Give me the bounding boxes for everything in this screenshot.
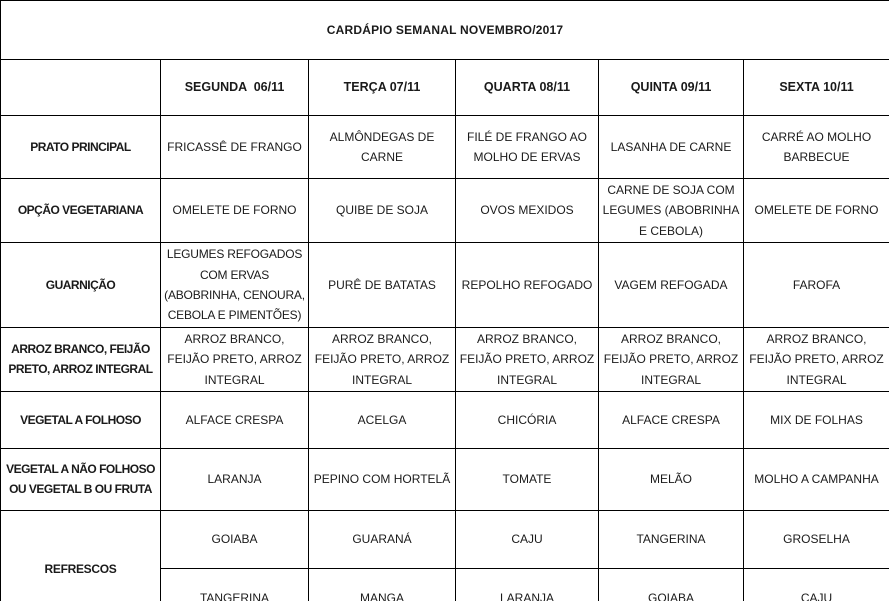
menu-cell: ARROZ BRANCO, FEIJÃO PRETO, ARROZ INTEGR… (160, 326, 309, 392)
day-header-monday: SEGUNDA 06/11 (160, 59, 309, 116)
day-header-friday: SEXTA 10/11 (742, 59, 889, 116)
menu-cell: ARROZ BRANCO, FEIJÃO PRETO, ARROZ INTEGR… (455, 326, 599, 392)
menu-cell: ALFACE CRESPA (598, 390, 744, 449)
menu-cell: TOMATE (455, 447, 599, 511)
menu-cell: GROSELHA (742, 509, 889, 569)
table-row-vegetal-folhoso: VEGETAL A FOLHOSO ALFACE CRESPA ACELGA C… (0, 390, 889, 449)
menu-cell: ALFACE CRESPA (160, 390, 309, 449)
table-row-opcao-vegetariana: OPÇÃO VEGETARIANA OMELETE DE FORNO QUIBE… (0, 177, 889, 244)
row-label-vegetal-folhoso: VEGETAL A FOLHOSO (0, 390, 161, 449)
menu-cell: CARNE DE SOJA COM LEGUMES (ABOBRINHA E C… (598, 177, 744, 244)
menu-cell: TANGERINA (598, 509, 744, 569)
menu-cell: MIX DE FOLHAS (742, 390, 889, 449)
menu-cell: GUARANÁ (308, 509, 456, 569)
menu-cell: ARROZ BRANCO, FEIJÃO PRETO, ARROZ INTEGR… (308, 326, 456, 392)
menu-cell: TANGERINA (160, 567, 309, 601)
menu-cell: QUIBE DE SOJA (308, 177, 456, 244)
day-header-wednesday: QUARTA 08/11 (455, 59, 599, 116)
table-row-prato-principal: PRATO PRINCIPAL FRICASSÊ DE FRANGO ALMÔN… (0, 115, 889, 179)
menu-cell: LARANJA (160, 447, 309, 511)
menu-cell: MANGA (308, 567, 456, 601)
row-label-opcao-vegetariana: OPÇÃO VEGETARIANA (0, 177, 161, 244)
menu-cell: CAJU (455, 509, 599, 569)
title-row: CARDÁPIO SEMANAL NOVEMBRO/2017 (0, 0, 889, 60)
menu-cell: ARROZ BRANCO, FEIJÃO PRETO, ARROZ INTEGR… (742, 326, 889, 392)
menu-cell: CARRÉ AO MOLHO BARBECUE (742, 115, 889, 179)
menu-cell: MELÃO (598, 447, 744, 511)
menu-cell: CHICÓRIA (455, 390, 599, 449)
row-label-vegetal-nao-folhoso: VEGETAL A NÃO FOLHOSO OU VEGETAL B OU FR… (0, 447, 161, 511)
menu-cell: OMELETE DE FORNO (742, 177, 889, 244)
menu-cell: LASANHA DE CARNE (598, 115, 744, 179)
table-row-arroz-feijao: ARROZ BRANCO, FEIJÃO PRETO, ARROZ INTEGR… (0, 326, 889, 392)
page-title: CARDÁPIO SEMANAL NOVEMBRO/2017 (0, 0, 889, 60)
row-label-prato-principal: PRATO PRINCIPAL (0, 115, 161, 179)
menu-cell: GOIABA (598, 567, 744, 601)
menu-cell: REPOLHO REFOGADO (455, 242, 599, 328)
table-row-refrescos-1: REFRESCOS GOIABA GUARANÁ CAJU TANGERINA … (0, 509, 889, 601)
menu-cell: OMELETE DE FORNO (160, 177, 309, 244)
table-row-guarnicao: GUARNIÇÃO LEGUMES REFOGADOS COM ERVAS (A… (0, 242, 889, 328)
day-header-row: SEGUNDA 06/11 TERÇA 07/11 QUARTA 08/11 Q… (0, 59, 889, 116)
row-label-arroz-feijao: ARROZ BRANCO, FEIJÃO PRETO, ARROZ INTEGR… (0, 326, 161, 392)
day-header-tuesday: TERÇA 07/11 (308, 59, 456, 116)
menu-cell: ACELGA (308, 390, 456, 449)
menu-cell: ALMÔNDEGAS DE CARNE (308, 115, 456, 179)
menu-cell: FILÉ DE FRANGO AO MOLHO DE ERVAS (455, 115, 599, 179)
menu-cell: FAROFA (742, 242, 889, 328)
menu-cell: GOIABA (160, 509, 309, 569)
row-label-guarnicao: GUARNIÇÃO (0, 242, 161, 328)
day-header-thursday: QUINTA 09/11 (598, 59, 744, 116)
menu-cell: ARROZ BRANCO, FEIJÃO PRETO, ARROZ INTEGR… (598, 326, 744, 392)
menu-cell: PEPINO COM HORTELÃ (308, 447, 456, 511)
menu-cell: CAJU (742, 567, 889, 601)
menu-cell: VAGEM REFOGADA (598, 242, 744, 328)
table-row-refrescos-2: TANGERINA MANGA LARANJA GOIABA CAJU (1, 567, 889, 601)
menu-cell: MOLHO A CAMPANHA (742, 447, 889, 511)
menu-cell: OVOS MEXIDOS (455, 177, 599, 244)
menu-cell: LEGUMES REFOGADOS COM ERVAS (ABOBRINHA, … (160, 242, 309, 328)
corner-cell (0, 59, 161, 116)
menu-cell: PURÊ DE BATATAS (308, 242, 456, 328)
menu-cell: FRICASSÊ DE FRANGO (160, 115, 309, 179)
row-label-refrescos: REFRESCOS (0, 509, 161, 601)
menu-cell: LARANJA (455, 567, 599, 601)
table-row-vegetal-nao-folhoso: VEGETAL A NÃO FOLHOSO OU VEGETAL B OU FR… (0, 447, 889, 511)
